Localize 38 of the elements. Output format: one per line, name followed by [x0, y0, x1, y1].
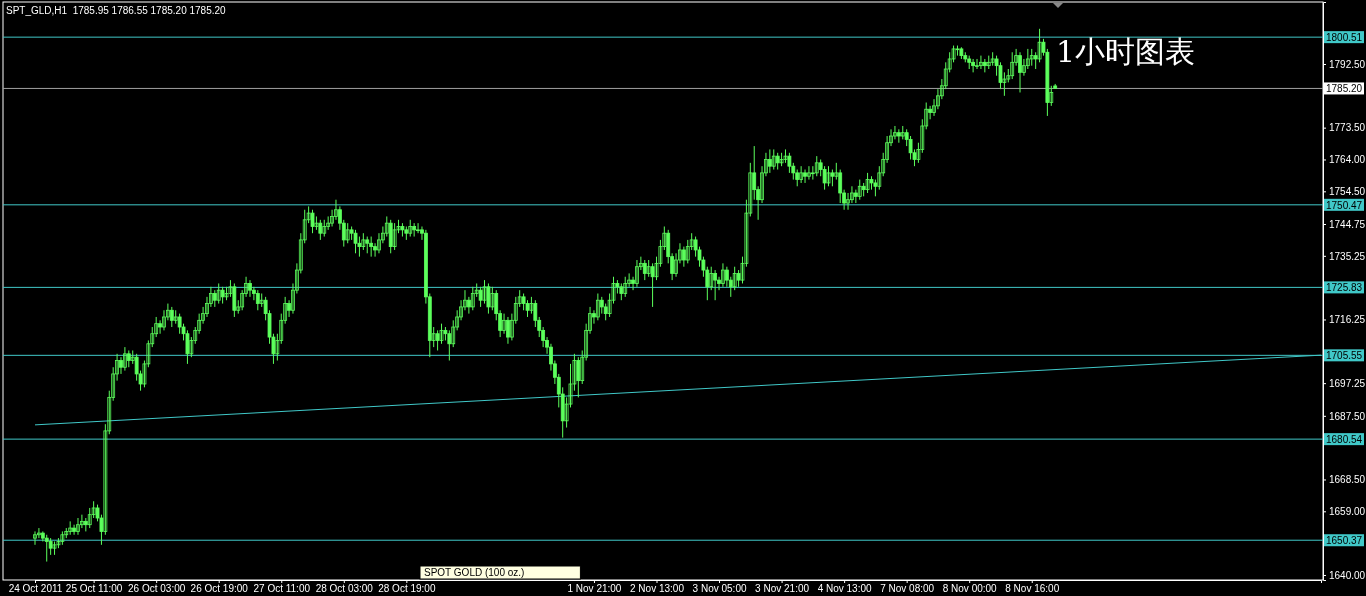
x-tick-label: 8 Nov 16:00	[1005, 583, 1060, 595]
x-tick-label: 25 Oct 11:00	[65, 583, 123, 595]
annotation: 1小时图表	[1056, 34, 1196, 69]
ref-line-label: 1750.47	[1326, 199, 1363, 211]
x-tick-label: 26 Oct 19:00	[190, 583, 249, 595]
y-tick-label: 1659.00	[1329, 506, 1366, 518]
x-tick-label: 1 Nov 21:00	[567, 583, 622, 595]
y-tick-label: 1640.00	[1329, 569, 1366, 581]
tooltip-box: SPOT GOLD (100 oz.)	[419, 565, 581, 580]
ref-line-label: 1680.54	[1326, 434, 1363, 446]
y-tick-label: 1697.25	[1329, 377, 1366, 389]
x-tick-label: 4 Nov 13:00	[817, 583, 873, 595]
ref-line-label: 1725.83	[1326, 282, 1363, 294]
y-tick-label: 1773.50	[1329, 122, 1366, 134]
y-tick-label: 1668.50	[1329, 474, 1366, 486]
ref-line-label: 1800.51	[1326, 32, 1363, 44]
ref-line-label: 1650.37	[1326, 535, 1363, 547]
y-tick-label: 1764.00	[1329, 154, 1366, 166]
x-tick-label: 27 Oct 11:00	[253, 583, 311, 595]
annotation: SPOT GOLD (100 oz.)	[424, 567, 525, 578]
x-tick-label: 2 Nov 13:00	[630, 583, 685, 595]
y-tick-label: 1744.75	[1329, 218, 1366, 230]
x-tick-label: 28 Oct 19:00	[378, 583, 436, 595]
y-tick-label: 1735.25	[1329, 250, 1366, 262]
x-tick-label: 28 Oct 03:00	[315, 583, 374, 595]
ref-line-label: 1705.55	[1326, 350, 1363, 362]
y-tick-label: 1716.25	[1329, 314, 1366, 326]
x-tick-label: 3 Nov 21:00	[755, 583, 810, 595]
x-tick-label: 24 Oct 2011	[8, 583, 63, 595]
y-tick-label: 1792.50	[1329, 58, 1366, 70]
y-tick-label: 1754.50	[1329, 186, 1366, 198]
x-tick-label: 7 Nov 08:00	[880, 583, 935, 595]
x-tick-label: 3 Nov 05:00	[692, 583, 747, 595]
x-tick-label: 8 Nov 00:00	[942, 583, 998, 595]
ref-line-label: 1785.20	[1326, 83, 1363, 95]
chart-title: SPT_GLD,H1 1785.95 1786.55 1785.20 1785.20	[6, 5, 227, 16]
y-tick-label: 1687.50	[1329, 410, 1366, 422]
x-tick-label: 26 Oct 03:00	[128, 583, 186, 595]
